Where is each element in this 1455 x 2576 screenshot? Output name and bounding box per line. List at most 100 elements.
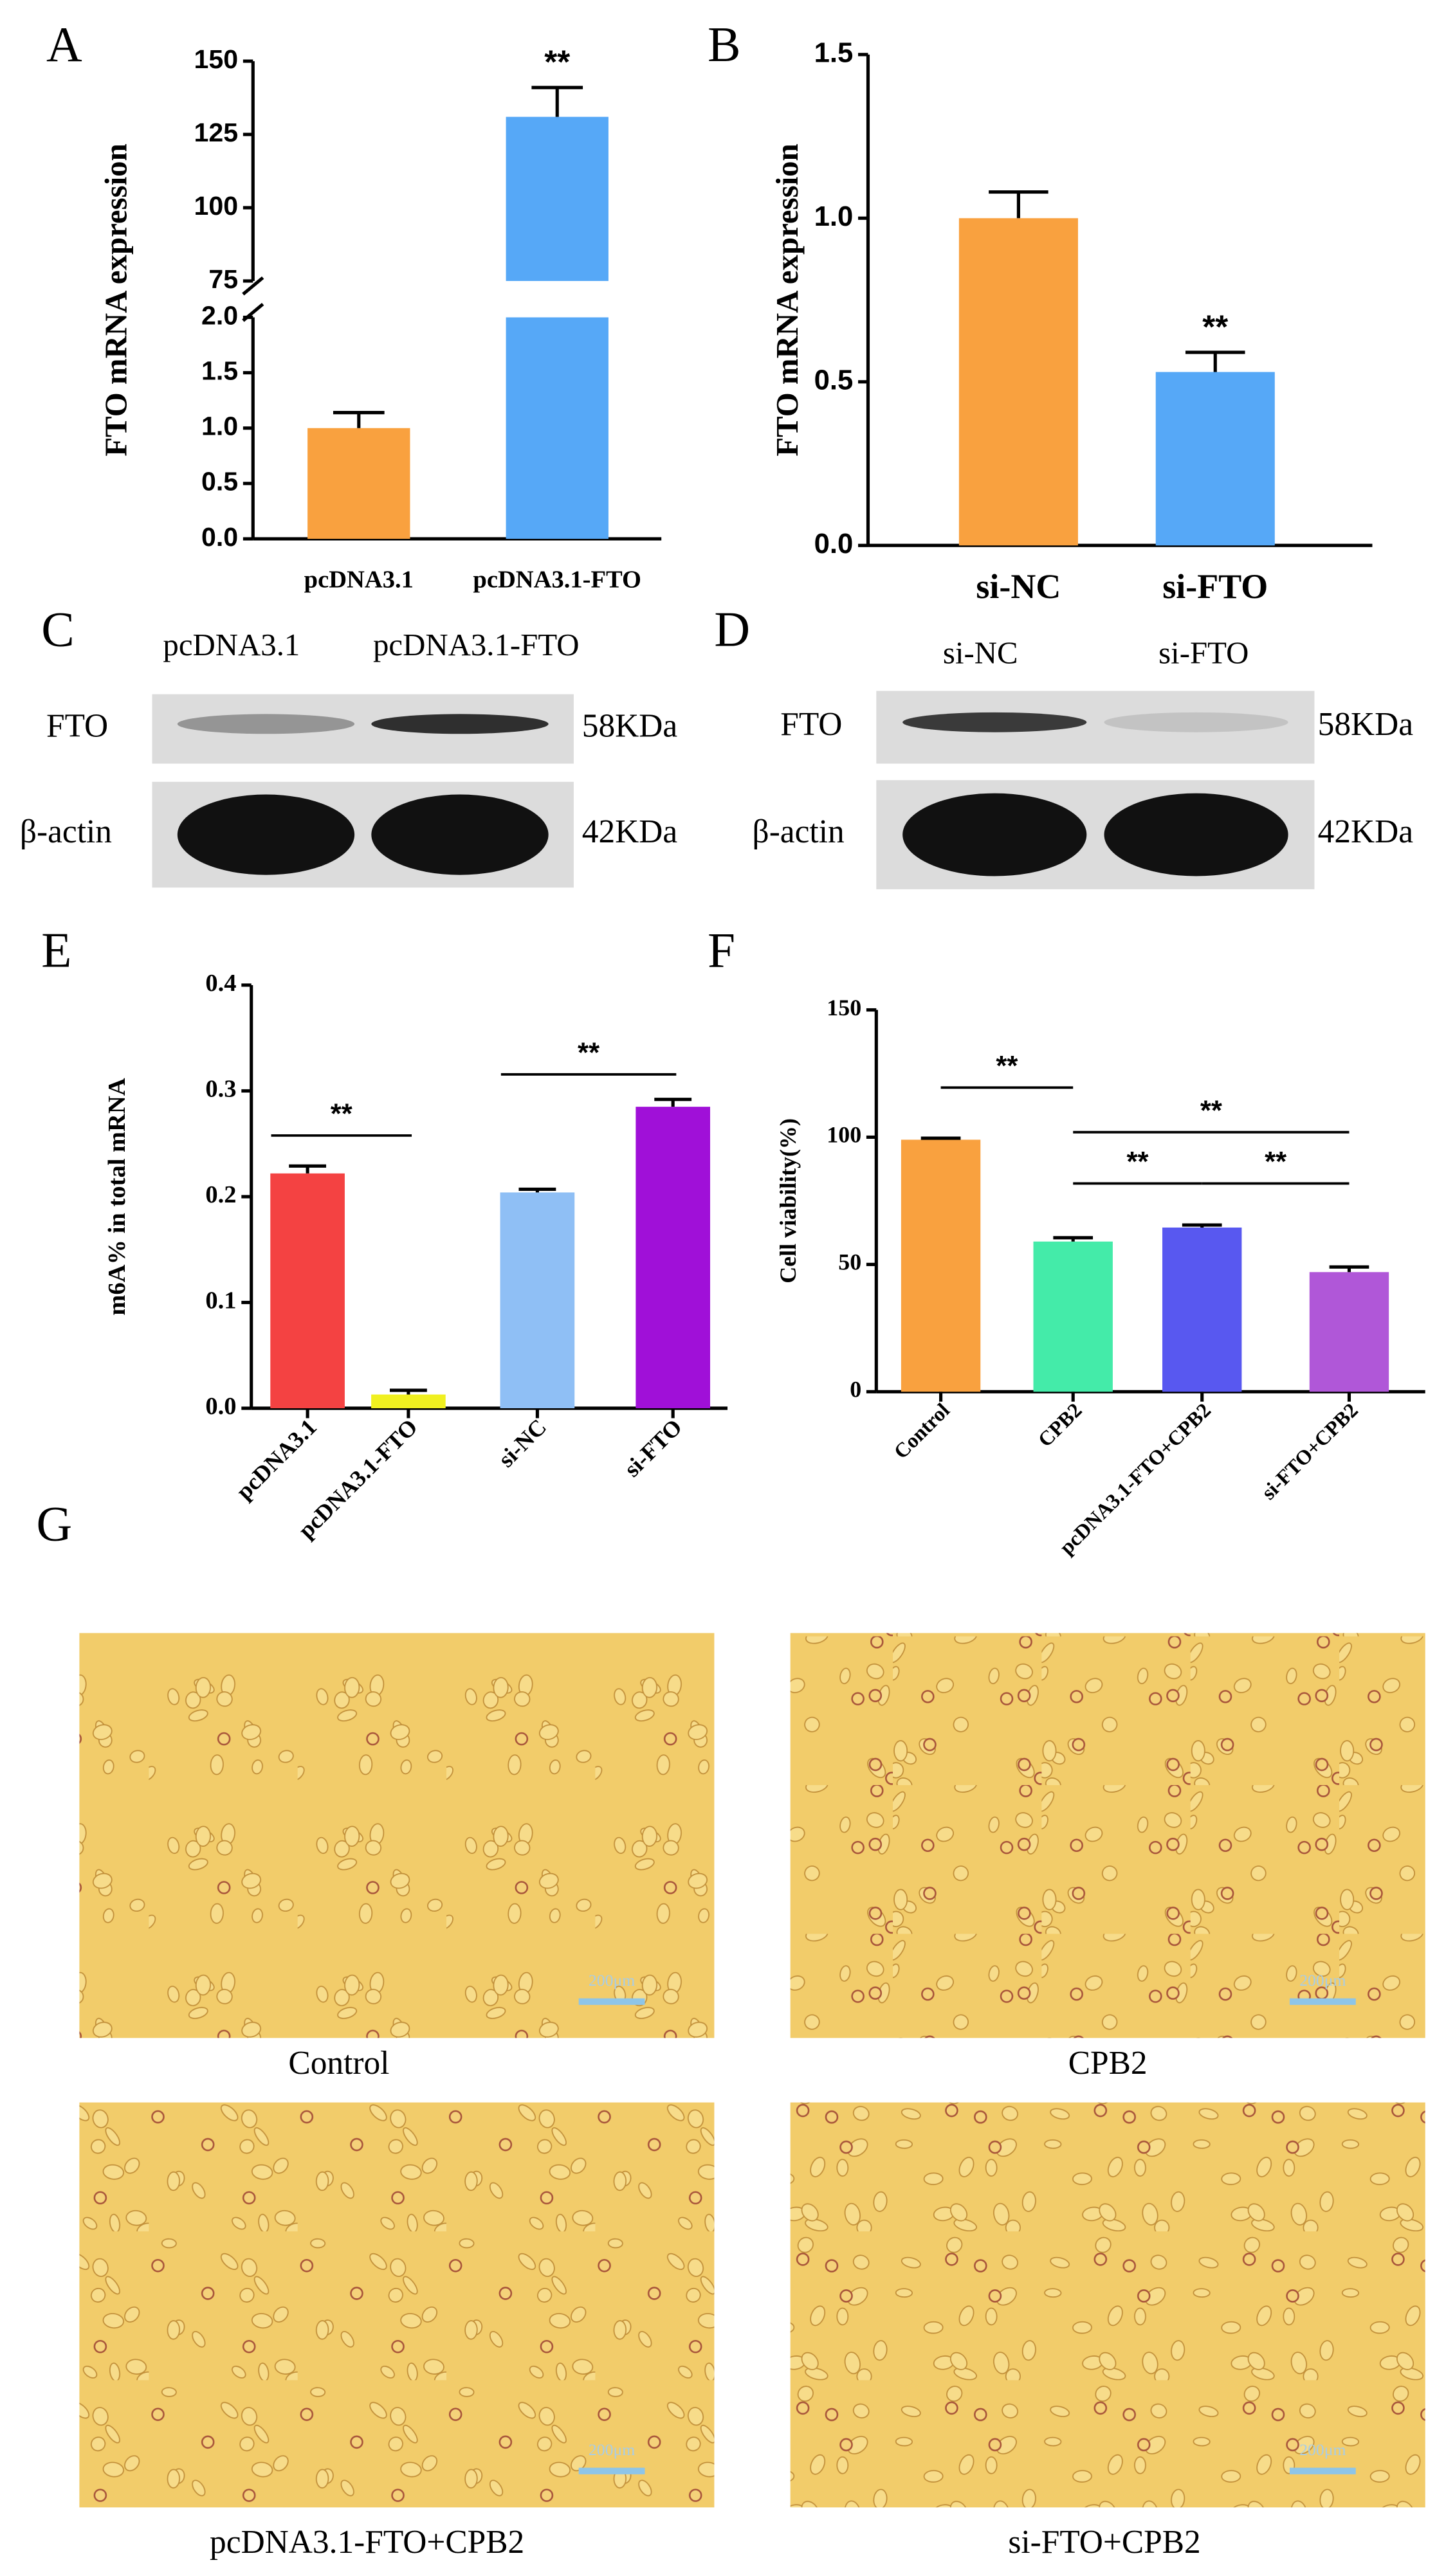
significance: ** <box>1202 308 1228 345</box>
scale-bar-label: 200μm <box>1299 2440 1346 2459</box>
y-tick-label: 0 <box>850 1377 861 1402</box>
panel-letter: A <box>46 17 82 72</box>
x-tick-label: si-NC <box>493 1414 551 1472</box>
bar <box>270 1173 345 1408</box>
y-tick-label: 0.0 <box>814 528 854 559</box>
blot-band <box>902 712 1087 732</box>
lane-label: pcDNA3.1-FTO <box>373 627 580 662</box>
significance: ** <box>331 1098 352 1130</box>
protein-label: β-actin <box>753 813 845 850</box>
y-tick-label: 1.0 <box>814 201 854 232</box>
x-tick-label: si-FTO <box>619 1414 687 1482</box>
error-bar <box>654 1098 692 1107</box>
error-bar <box>1053 1236 1094 1242</box>
y-tick-label: 100 <box>827 1122 861 1148</box>
x-tick-label: si-NC <box>976 567 1061 606</box>
micrograph <box>790 2102 1425 2508</box>
panel-letter: G <box>37 1496 73 1551</box>
error-bar <box>518 1187 556 1193</box>
y-axis-label: FTO mRNA expression <box>98 143 133 457</box>
bar <box>1033 1241 1113 1392</box>
bar <box>901 1139 981 1392</box>
y-tick-label: 100 <box>194 191 239 221</box>
error-bar <box>389 1388 427 1395</box>
x-tick-label: pcDNA3.1-FTO+CPB2 <box>1055 1399 1215 1559</box>
micrograph <box>79 2102 715 2508</box>
y-tick-label: 125 <box>194 118 239 147</box>
significance: ** <box>1200 1094 1222 1126</box>
error-bar <box>1329 1265 1369 1273</box>
protein-label: β-actin <box>20 813 112 850</box>
y-tick-label: 0.3 <box>205 1075 236 1102</box>
protein-label: FTO <box>46 707 108 744</box>
scale-bar-label: 200μm <box>1299 1971 1346 1990</box>
y-axis-label: m6A% in total mRNA <box>104 1078 131 1316</box>
y-axis-label: Cell viability(%) <box>775 1118 801 1283</box>
y-tick-label: 0.5 <box>814 364 854 395</box>
y-tick-label: 0.0 <box>205 1393 236 1420</box>
image-caption: si-FTO+CPB2 <box>1008 2524 1200 2561</box>
significance: ** <box>1265 1146 1286 1177</box>
error-bar <box>920 1136 961 1140</box>
error-bar <box>289 1164 327 1174</box>
significance: ** <box>544 43 570 80</box>
scale-bar-label: 200μm <box>589 1971 635 1990</box>
lane-label: si-FTO <box>1158 635 1249 671</box>
error-bar <box>1185 350 1245 372</box>
image-caption: CPB2 <box>1068 2045 1148 2082</box>
x-tick-label: si-FTO+CPB2 <box>1257 1399 1362 1504</box>
bar <box>307 428 410 539</box>
blot-band <box>902 793 1087 876</box>
y-axis-label: FTO mRNA expression <box>769 143 805 457</box>
panel-letter: F <box>708 922 735 977</box>
blot-band <box>1104 712 1288 732</box>
y-tick-label: 1.5 <box>201 356 238 385</box>
error-bar <box>333 411 385 428</box>
lane-label: pcDNA3.1 <box>163 627 300 662</box>
x-tick-label: Control <box>889 1399 954 1464</box>
bar <box>1155 372 1275 546</box>
size-label: 58KDa <box>582 707 678 744</box>
y-tick-label: 0.1 <box>205 1287 236 1314</box>
micrograph <box>79 1633 715 2038</box>
error-bar <box>531 86 583 117</box>
axis-break <box>242 276 264 296</box>
error-bar <box>1182 1223 1222 1228</box>
bar <box>1162 1227 1242 1392</box>
y-tick-label: 2.0 <box>201 300 238 330</box>
y-tick-label: 150 <box>194 44 239 74</box>
protein-label: FTO <box>780 706 842 743</box>
blot-band <box>177 794 355 875</box>
bar <box>1309 1272 1389 1392</box>
significance: ** <box>996 1050 1018 1082</box>
bar <box>500 1192 575 1408</box>
x-tick-label: si-FTO <box>1162 567 1268 606</box>
panel-letter: E <box>41 922 71 977</box>
x-tick-label: CPB2 <box>1033 1399 1086 1451</box>
y-tick-label: 0.4 <box>205 970 236 997</box>
y-tick-label: 1.0 <box>201 412 238 441</box>
scale-bar-label: 200μm <box>589 2440 635 2459</box>
blot-band <box>371 794 549 875</box>
y-tick-label: 50 <box>838 1249 861 1275</box>
y-tick-label: 0.0 <box>201 522 238 552</box>
x-tick-label: pcDNA3.1 <box>231 1414 322 1505</box>
panel-letter: D <box>714 602 750 657</box>
blot-band <box>177 714 355 734</box>
blot-band <box>371 714 549 734</box>
significance: ** <box>578 1037 599 1068</box>
size-label: 42KDa <box>1318 813 1414 850</box>
micrograph <box>790 1633 1425 2038</box>
error-bar <box>989 190 1048 219</box>
bar <box>371 1394 446 1408</box>
y-tick-label: 75 <box>208 264 238 294</box>
y-tick-label: 0.2 <box>205 1181 236 1208</box>
bar <box>636 1107 711 1408</box>
image-caption: pcDNA3.1-FTO+CPB2 <box>210 2524 524 2561</box>
image-caption: Control <box>288 2045 389 2082</box>
blot-band <box>1104 793 1288 876</box>
lane-label: si-NC <box>943 635 1018 671</box>
x-tick-label: pcDNA3.1 <box>304 567 414 594</box>
